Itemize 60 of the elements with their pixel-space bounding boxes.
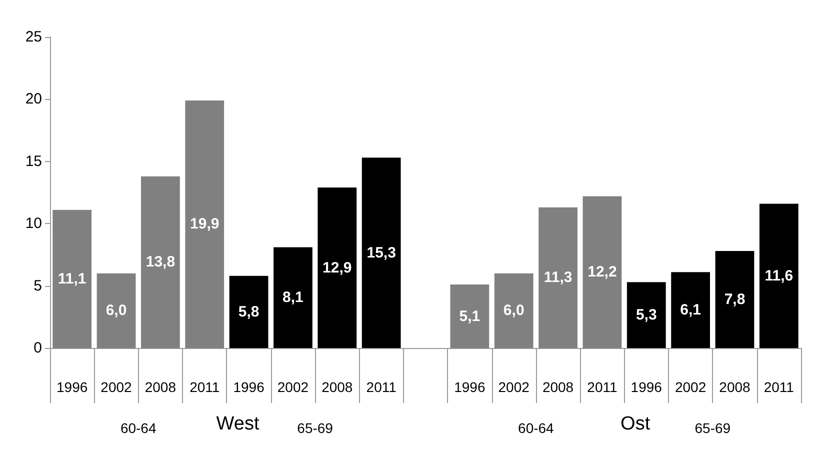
text: Ost xyxy=(620,414,651,434)
data-label: 8,1 xyxy=(282,289,304,306)
y-tick-label: 20 xyxy=(25,90,42,108)
bar xyxy=(52,210,92,348)
x-tick-label: 2002 xyxy=(674,379,706,395)
y-tick-label: 25 xyxy=(25,28,42,46)
data-label: 6,1 xyxy=(680,302,701,319)
text: 65-69 xyxy=(297,420,334,436)
data-label: 7,8 xyxy=(724,290,746,308)
data-label: 12,2 xyxy=(588,264,617,281)
text: 60-64 xyxy=(518,420,554,436)
x-tick-label: 2008 xyxy=(144,379,176,395)
bar xyxy=(715,250,754,348)
data-label: 5,1 xyxy=(459,308,480,325)
bar xyxy=(538,207,578,348)
data-label: 15,3 xyxy=(366,244,396,262)
x-tick-label: 2008 xyxy=(542,379,574,395)
data-label: 19,9 xyxy=(190,216,220,233)
bar xyxy=(96,273,136,348)
data-label: 6,0 xyxy=(503,302,524,320)
bar xyxy=(671,272,710,348)
bar xyxy=(362,158,401,348)
data-label: 11,6 xyxy=(764,267,794,284)
bar xyxy=(582,196,622,348)
data-label: 11,3 xyxy=(544,269,572,286)
data-label: 13,8 xyxy=(146,254,176,271)
y-tick-label: 5 xyxy=(34,277,42,294)
x-tick-label: 2011 xyxy=(764,379,794,395)
bar xyxy=(494,273,534,348)
data-label: 6,0 xyxy=(106,302,127,320)
x-tick-label: 2008 xyxy=(719,379,751,395)
y-tick-label: 0 xyxy=(34,340,42,356)
x-tick-label: 2011 xyxy=(587,379,618,395)
x-tick-label: 2011 xyxy=(190,379,220,395)
bar xyxy=(759,204,798,348)
bar xyxy=(318,188,357,348)
bar xyxy=(185,100,224,348)
bar xyxy=(626,282,666,348)
text: 60-64 xyxy=(120,420,156,436)
y-tick-label: 15 xyxy=(25,152,42,170)
bar xyxy=(274,247,312,348)
x-tick-label: 1996 xyxy=(630,379,662,395)
x-tick-label: 2002 xyxy=(498,379,530,395)
x-tick-label: 1996 xyxy=(233,379,265,395)
text: 65-69 xyxy=(694,420,731,436)
data-label: 5,8 xyxy=(238,303,260,320)
text: West xyxy=(216,414,260,434)
data-label: 5,3 xyxy=(636,306,657,324)
bar xyxy=(141,176,180,348)
x-tick-label: 1996 xyxy=(56,379,88,395)
bar xyxy=(229,276,268,348)
y-tick-label: 10 xyxy=(25,215,42,232)
x-tick-label: 2002 xyxy=(277,379,309,395)
x-tick-label: 1996 xyxy=(454,379,486,395)
x-tick-label: 2008 xyxy=(322,379,353,395)
x-tick-label: 2002 xyxy=(100,379,132,395)
x-tick-label: 2011 xyxy=(366,379,397,395)
data-label: 12,9 xyxy=(322,259,352,276)
data-label: 11,1 xyxy=(58,270,86,288)
bar xyxy=(450,284,490,348)
